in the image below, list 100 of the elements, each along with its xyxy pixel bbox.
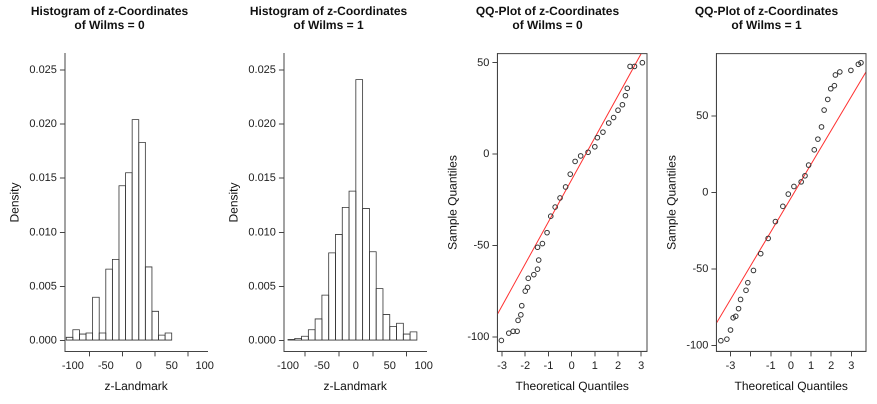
point [632,64,638,70]
y-tick-label: 0.005 [248,280,276,292]
x-tick-label: -2 [520,360,530,372]
point [858,60,864,66]
point [622,92,628,98]
y-axis-title: Density [226,182,241,223]
point [745,280,751,286]
point [624,86,630,92]
y-tick-label: -100 [686,339,708,352]
x-tick-label: -50 [98,360,114,372]
y-tick-label: 0.010 [29,226,57,238]
point [815,136,821,142]
point [515,318,521,324]
y-axis-title: Sample Quantiles [664,155,679,250]
point [567,171,574,177]
point [785,191,792,197]
x-tick-label: -3 [497,360,507,372]
point [832,72,838,78]
x-tick-label: 0 [568,360,575,372]
point [585,149,591,156]
point [518,312,524,318]
point [802,172,808,179]
y-tick-label: 0.025 [248,64,276,76]
y-tick-label: 0.010 [248,226,276,238]
point [791,184,797,190]
point [606,120,612,126]
chart-title: QQ-Plot of z-Coordinates of Wilms = 1 [694,3,840,34]
point [524,284,530,290]
x-tick-label: 100 [195,360,214,372]
x-axis-title: z-Landmark [323,379,388,394]
x-tick-label: -1 [766,360,776,372]
x-tick-label: -100 [276,360,300,372]
x-tick-label: 0 [352,360,359,372]
y-tick-label: 0.000 [248,334,276,347]
point [743,288,749,294]
y-tick-label: 0.005 [29,280,57,292]
point [557,195,563,201]
point [640,60,646,66]
x-tick-label: 2 [828,360,834,372]
point [540,240,546,246]
point [592,144,598,150]
x-tick-label: -3 [726,360,736,372]
point [780,204,786,210]
x-tick-label: 3 [848,360,854,372]
point [514,328,520,334]
point [610,114,616,120]
x-tick-label: 1 [808,360,814,372]
x-tick-label: 50 [166,360,178,372]
point [772,218,778,224]
point [518,302,525,309]
y-tick-label: 0.025 [29,64,57,76]
point [572,158,578,164]
point [818,124,824,130]
y-tick-label: 0.000 [29,334,57,347]
point [724,336,730,342]
chart-title: Histogram of z-Coordinates of Wilms = 0 [30,3,190,34]
x-tick-label: 0 [788,360,794,372]
x-tick-label: 100 [414,360,433,372]
point [738,296,744,302]
point [531,272,537,278]
point [750,268,756,274]
y-tick-label: -50 [692,262,708,275]
chart-title: Histogram of z-Coordinates of Wilms = 1 [248,3,408,34]
x-axis-title: Theoretical Quantiles [734,379,848,394]
y-axis-title: Density [8,182,22,223]
y-axis-title: Sample Quantiles [446,155,460,250]
point [856,61,862,68]
point [506,330,512,336]
point [798,179,804,185]
point [837,69,843,75]
y-tick-label: 50 [696,110,708,122]
x-tick-label: -50 [314,360,330,372]
y-tick-label: 0.015 [248,172,276,184]
point [534,266,540,272]
x-axis-title: z-Landmark [104,379,169,394]
x-tick-label: 0 [136,360,142,372]
point [765,236,771,242]
point [821,107,827,113]
x-tick-label: -100 [62,360,84,372]
point [824,96,831,102]
point [848,68,854,74]
x-tick-label: 50 [384,360,396,372]
point [548,213,554,220]
point [806,162,812,168]
y-tick-label: 0.020 [29,118,57,130]
point [718,338,724,344]
chart-title: QQ-Plot of z-Coordinates of Wilms = 0 [474,3,620,34]
x-tick-label: 1 [592,360,598,372]
point [525,276,532,282]
point [730,315,736,321]
point [832,82,838,88]
y-tick-label: -100 [467,330,490,343]
x-axis-title: Theoretical Quantiles [516,379,629,394]
point [562,184,568,190]
point [498,338,504,344]
point [522,288,528,294]
point [552,204,558,210]
y-tick-label: 0.015 [29,172,57,184]
x-tick-label: -1 [544,360,554,372]
point [578,153,584,159]
